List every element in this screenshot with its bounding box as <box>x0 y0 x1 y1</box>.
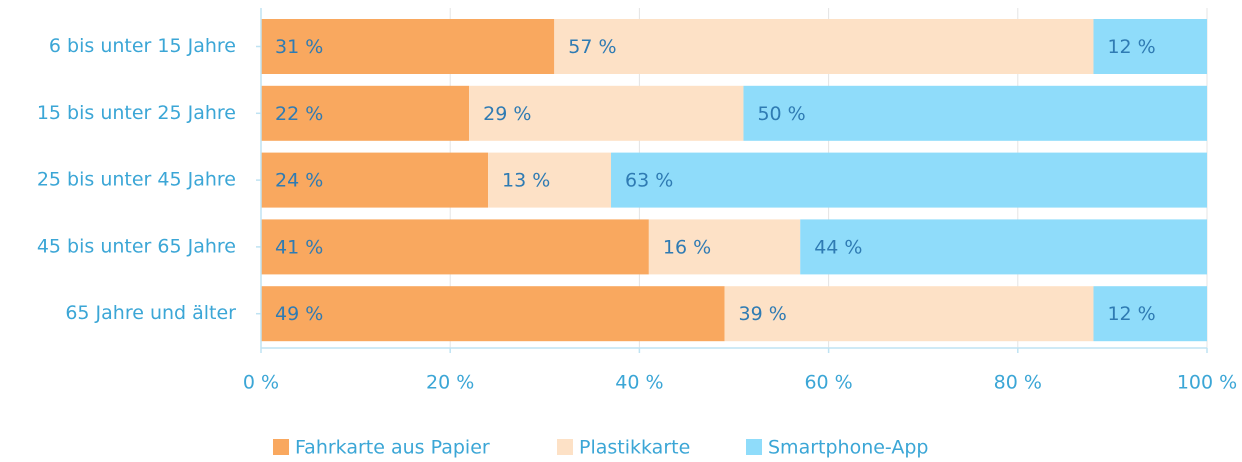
value-label: 39 % <box>739 303 787 325</box>
x-tick-label: 100 % <box>1177 372 1237 394</box>
x-tick-label: 40 % <box>615 372 663 394</box>
bars <box>261 19 1207 342</box>
y-tick-label: 6 bis unter 15 Jahre <box>49 35 236 57</box>
bar-segment <box>648 219 801 275</box>
bar-segment <box>261 85 470 141</box>
bar-segment <box>488 152 612 208</box>
bar-segment <box>261 286 725 342</box>
y-tick-label: 65 Jahre und älter <box>65 302 236 324</box>
value-label: 50 % <box>757 103 805 125</box>
value-label: 41 % <box>275 236 323 258</box>
bar-segment <box>611 152 1207 208</box>
bar-segment <box>1093 19 1207 74</box>
legend-swatch <box>746 439 762 455</box>
value-label: 44 % <box>814 236 862 258</box>
bar-segment <box>724 286 1094 342</box>
legend-label: Plastikkarte <box>579 437 690 459</box>
legend-label: Fahrkarte aus Papier <box>295 437 490 459</box>
bar-segment <box>469 85 744 141</box>
bar-segment <box>261 219 649 275</box>
bar-segment <box>261 152 489 208</box>
bar-segment <box>261 19 555 74</box>
value-label: 24 % <box>275 170 323 192</box>
x-tick-label: 20 % <box>426 372 474 394</box>
value-label: 12 % <box>1107 36 1155 58</box>
legend-label: Smartphone-App <box>768 437 929 459</box>
legend-swatch <box>557 439 573 455</box>
value-label: 22 % <box>275 103 323 125</box>
y-tick-label: 45 bis unter 65 Jahre <box>37 235 236 257</box>
bar-segment <box>554 19 1094 74</box>
value-label: 49 % <box>275 303 323 325</box>
legend-swatch <box>273 439 289 455</box>
bar-segment <box>1093 286 1207 342</box>
value-label: 31 % <box>275 36 323 58</box>
value-label: 29 % <box>483 103 531 125</box>
x-tick-label: 80 % <box>994 372 1042 394</box>
labels: 0 % 20 % 40 % 60 % 80 % 100 % 6 bis unter 15 J… <box>37 8 1237 459</box>
x-tick-label: 0 % <box>243 372 279 394</box>
value-label: 63 % <box>625 170 673 192</box>
value-label: 16 % <box>663 236 711 258</box>
bar-segment <box>743 85 1207 141</box>
value-label: 12 % <box>1107 303 1155 325</box>
y-tick-label: 25 bis unter 45 Jahre <box>37 169 236 191</box>
value-label: 57 % <box>568 36 616 58</box>
x-tick-label: 60 % <box>804 372 852 394</box>
bar-segment <box>800 219 1207 275</box>
y-tick-label: 15 bis unter 25 Jahre <box>37 102 236 124</box>
value-label: 13 % <box>502 170 550 192</box>
